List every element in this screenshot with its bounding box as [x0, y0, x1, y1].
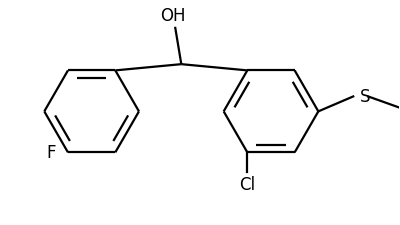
Text: Cl: Cl [239, 175, 255, 193]
Text: OH: OH [160, 7, 185, 25]
Text: S: S [360, 88, 370, 106]
Text: F: F [46, 144, 56, 162]
